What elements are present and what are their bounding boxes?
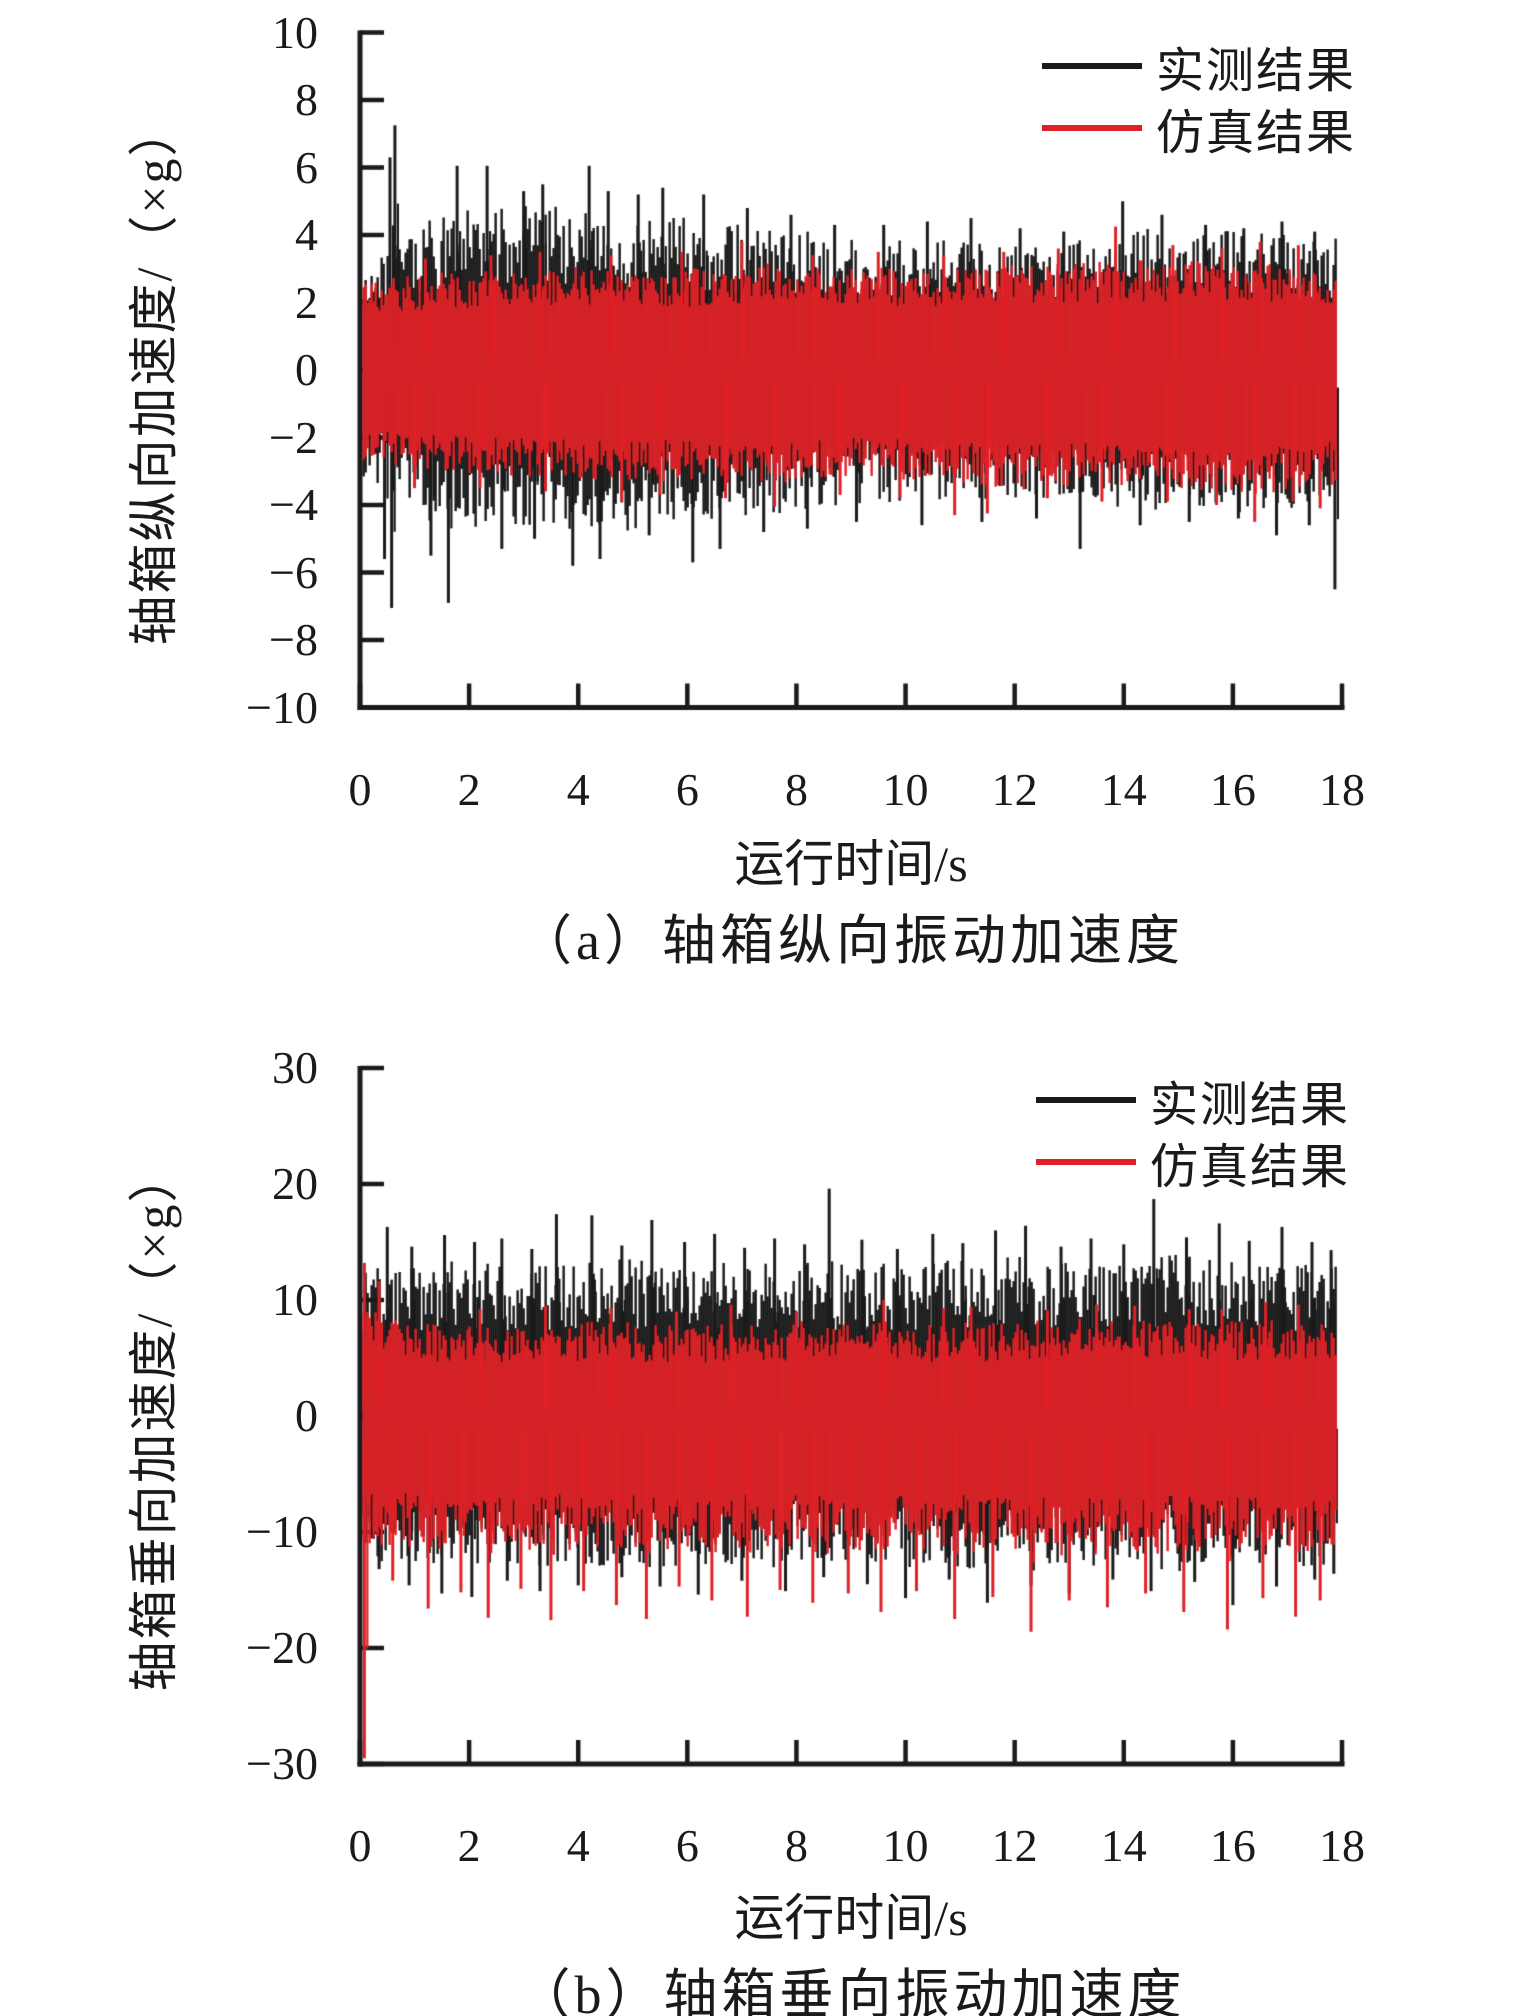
x-tick-label: 10 [882, 1820, 929, 1871]
x-tick-label: 0 [348, 1820, 372, 1871]
x-tick-label: 8 [784, 763, 808, 815]
legend-label-measured: 实测结果 [1156, 45, 1357, 98]
y-tick-label: 4 [295, 209, 318, 260]
x-tick-label: 16 [1209, 1820, 1256, 1871]
x-tick-label: 12 [991, 1820, 1038, 1871]
y-tick-label: 20 [272, 1158, 318, 1209]
y-tick-label: 10 [272, 1274, 318, 1325]
y-axis-title-b: 轴箱垂向加速度/（×g） [126, 1150, 182, 1692]
y-tick-label: 0 [295, 344, 318, 395]
x-tick-label: 0 [348, 763, 372, 815]
x-tick-label: 2 [457, 763, 481, 815]
y-tick-label: −4 [269, 479, 318, 530]
x-tick-label: 12 [991, 763, 1038, 815]
y-tick-label: 6 [295, 141, 318, 193]
x-axis-title-a: 运行时间/s [734, 836, 968, 892]
x-tick-label: 14 [1100, 1820, 1147, 1871]
figure-caption-b: （b）轴箱垂向振动加速度 [516, 1965, 1186, 2016]
legend-item-simulated-a: 仿真结果 [1042, 97, 1356, 160]
x-axis-title-b: 运行时间/s [734, 1890, 968, 1946]
x-tick-label: 4 [566, 763, 590, 815]
y-tick-label: −2 [269, 411, 318, 463]
y-tick-label: 0 [295, 1390, 318, 1441]
simulated-line-swatch [1042, 125, 1142, 131]
y-tick-label: −10 [246, 1506, 318, 1557]
measured-line-swatch [1042, 63, 1142, 69]
y-tick-label: 8 [295, 74, 318, 125]
legend-item-measured-a: 实测结果 [1042, 35, 1356, 98]
y-tick-label: −10 [246, 681, 318, 733]
legend-item-simulated-b: 仿真结果 [1036, 1131, 1350, 1194]
y-tick-label: −8 [269, 614, 318, 665]
y-tick-label: −6 [269, 546, 318, 598]
figure-caption-a: （a）轴箱纵向振动加速度 [518, 911, 1184, 971]
measured-line-swatch [1036, 1097, 1136, 1103]
simulated-line-swatch [1036, 1159, 1136, 1165]
x-tick-label: 4 [566, 1820, 590, 1871]
x-tick-label: 2 [457, 1820, 481, 1871]
y-tick-label: −20 [246, 1622, 318, 1673]
y-tick-label: 30 [272, 1042, 318, 1093]
x-tick-label: 14 [1100, 763, 1147, 815]
legend-label-measured: 实测结果 [1150, 1079, 1351, 1132]
legend-a: 实测结果 仿真结果 [1042, 35, 1356, 160]
x-tick-label: 10 [882, 763, 929, 815]
legend-label-simulated: 仿真结果 [1156, 107, 1357, 160]
x-tick-label: 18 [1319, 763, 1365, 815]
y-axis-title-a: 轴箱纵向加速度/（×g） [126, 104, 182, 646]
x-tick-label: 18 [1319, 1820, 1365, 1871]
legend-label-simulated: 仿真结果 [1150, 1141, 1351, 1194]
y-tick-label: 10 [272, 6, 318, 58]
x-tick-label: 6 [675, 1820, 699, 1871]
x-tick-label: 6 [675, 763, 699, 815]
x-tick-label: 8 [784, 1820, 808, 1871]
y-tick-label: −30 [246, 1738, 318, 1789]
legend-item-measured-b: 实测结果 [1036, 1069, 1350, 1132]
legend-b: 实测结果 仿真结果 [1036, 1069, 1350, 1194]
x-tick-label: 16 [1209, 763, 1256, 815]
y-tick-label: 2 [295, 276, 318, 328]
